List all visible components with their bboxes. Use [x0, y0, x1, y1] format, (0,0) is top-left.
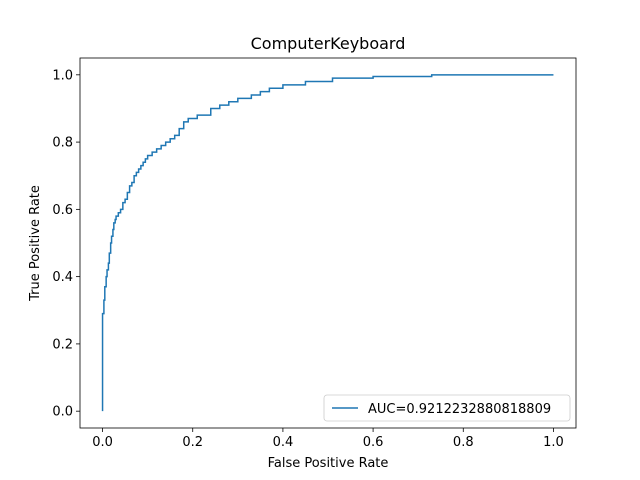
x-tick-label: 0.4 [273, 435, 294, 450]
y-tick-label: 0.4 [52, 270, 73, 285]
x-tick-label: 0.0 [92, 435, 113, 450]
plot-area [79, 57, 577, 429]
y-tick-label: 0.8 [52, 136, 73, 151]
chart-title: ComputerKeyboard [251, 34, 406, 53]
legend-box [323, 394, 571, 422]
series-layer [101, 74, 554, 412]
y-tick-label: 0.6 [52, 203, 73, 218]
y-tick-label: 0.0 [52, 405, 73, 420]
plot-background [80, 58, 576, 428]
y-tick-label: 1.0 [52, 68, 73, 83]
roc-curve-line-0 [101, 74, 554, 412]
x-tick-label: 0.8 [453, 435, 474, 450]
legend: AUC=0.9212232880818809 [323, 394, 571, 422]
x-axis-label: False Positive Rate [268, 456, 389, 471]
x-tick-label: 0.2 [182, 435, 203, 450]
plot-frame [79, 57, 577, 429]
y-axis-ticks: 0.0 0.2 0.4 0.6 0.8 1.0 [52, 68, 80, 420]
x-axis-ticks: 0.0 0.2 0.4 0.6 0.8 1.0 [92, 428, 564, 450]
x-tick-label: 0.6 [363, 435, 384, 450]
x-tick-label: 1.0 [543, 435, 564, 450]
legend-label: AUC=0.9212232880818809 [368, 402, 551, 417]
y-tick-label: 0.2 [52, 337, 73, 352]
y-axis-label: True Positive Rate [28, 185, 43, 302]
